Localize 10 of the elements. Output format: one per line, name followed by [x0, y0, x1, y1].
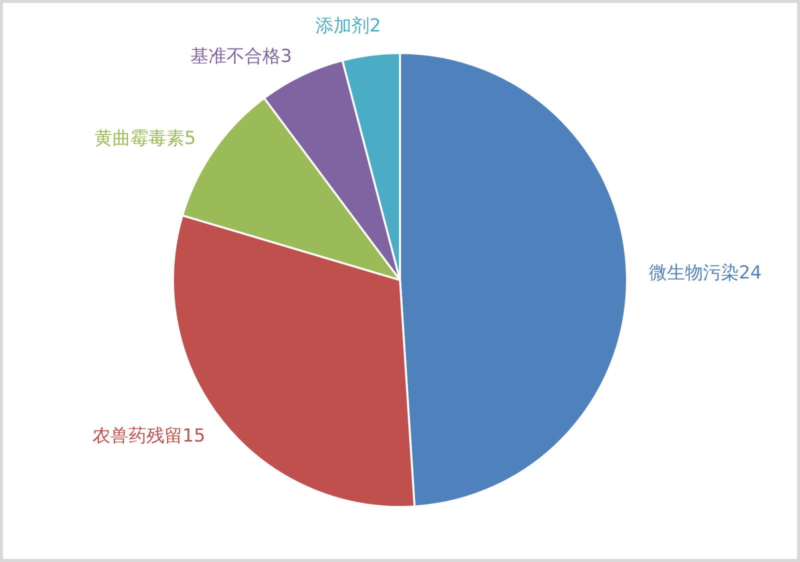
slice-label: 添加剂 — [315, 15, 370, 36]
data-label: 3 — [280, 46, 292, 67]
data-label: 24 — [738, 262, 762, 284]
slice-label: 微生物污染 — [648, 262, 739, 284]
slice-label: 基准不合格 — [190, 46, 281, 67]
data-label: 5 — [184, 128, 196, 149]
data-label: 2 — [369, 15, 381, 36]
slice-label: 黄曲霉毒素 — [94, 128, 184, 149]
slice-label: 农兽药残留 — [92, 426, 182, 447]
data-label: 15 — [182, 426, 206, 447]
